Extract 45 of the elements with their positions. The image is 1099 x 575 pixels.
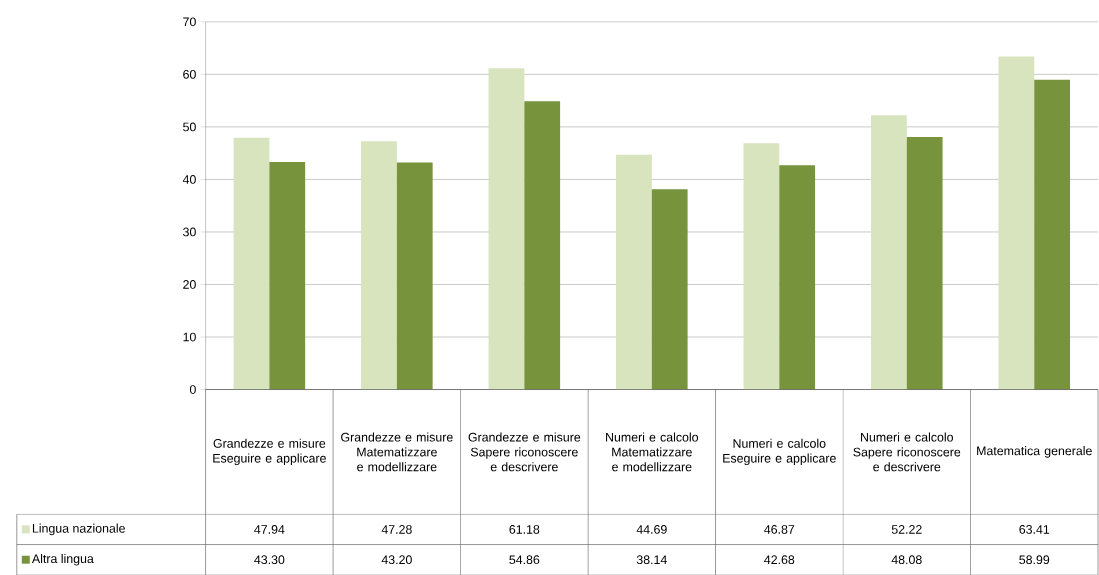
bar (779, 165, 816, 390)
data-label: 54.86 (509, 555, 540, 564)
y-tick-label: 30 (183, 227, 196, 237)
x-tick-label: Matematica generale (977, 445, 1092, 458)
data-label: 42.68 (764, 555, 795, 564)
data-label: 47.28 (381, 524, 412, 534)
data-label: 43.20 (381, 555, 412, 564)
data-label: 52.22 (891, 524, 922, 534)
data-label: 61.18 (509, 524, 540, 534)
legend-label: Altra lingua (31, 553, 94, 566)
data-label: 47.94 (254, 524, 285, 534)
y-tick-label: 40 (182, 174, 196, 184)
bar (616, 154, 652, 390)
bar (651, 189, 688, 390)
data-label: 48.08 (891, 555, 922, 564)
bar (396, 162, 433, 390)
bar (871, 115, 907, 390)
x-tick-label: Grandezze e misure Eseguire e applicare (213, 438, 326, 465)
bar (361, 141, 397, 390)
bar (269, 161, 306, 390)
data-label: 43.30 (254, 555, 285, 564)
y-tick-label: 50 (183, 122, 196, 132)
y-tick-label: 70 (183, 17, 196, 27)
data-label: 38.14 (636, 555, 667, 564)
bar (233, 137, 270, 390)
bar (524, 101, 561, 390)
y-tick-label: 0 (189, 384, 196, 394)
bar (998, 56, 1035, 390)
data-label: 58.99 (1019, 555, 1050, 564)
y-tick-label: 60 (183, 69, 196, 79)
x-tick-label: Numeri e calcolo Matematizzare e modellizzare (606, 432, 699, 472)
bar (1034, 79, 1071, 390)
bar (906, 136, 943, 390)
x-tick-label: Grandezze e misure Matematizzare e modellizzare (341, 432, 453, 472)
data-label: 46.87 (764, 524, 795, 534)
x-tick-label: Grandezze e misure Sapere riconoscere e descrivere (468, 432, 581, 472)
bar (488, 68, 525, 390)
y-tick-label: 10 (183, 332, 196, 342)
data-label: 44.69 (636, 524, 667, 534)
x-tick-label: Numeri e calcolo Eseguire e applicare (723, 438, 836, 465)
x-tick-label: Numeri e calcolo Sapere riconoscere e descrivere (853, 432, 961, 472)
legend-label: Lingua nazionale (32, 523, 125, 535)
y-tick-label: 20 (183, 279, 196, 289)
data-label: 63.41 (1019, 524, 1050, 534)
bar (743, 143, 780, 390)
